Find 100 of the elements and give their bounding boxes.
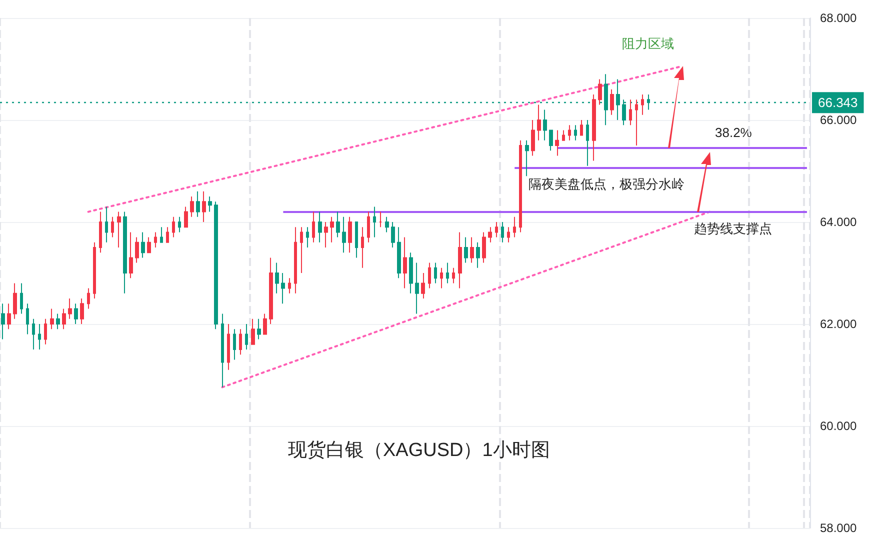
candlestick xyxy=(501,222,504,243)
candlestick xyxy=(160,226,163,243)
candlestick xyxy=(129,232,133,279)
candlestick xyxy=(373,206,376,238)
candlestick xyxy=(38,324,41,350)
candlestick xyxy=(574,124,577,141)
candlestick xyxy=(586,120,589,166)
candlestick xyxy=(281,272,285,304)
candlestick xyxy=(68,298,72,320)
candlestick xyxy=(62,308,66,330)
candlestick xyxy=(32,318,35,350)
candlestick xyxy=(464,236,468,264)
candlestick xyxy=(549,130,553,152)
candlestick xyxy=(184,206,188,228)
candlestick xyxy=(616,78,620,120)
candlestick xyxy=(440,267,443,289)
annotation: 阻力区域 xyxy=(622,36,674,51)
candlestick xyxy=(531,120,535,156)
candlestick xyxy=(421,272,425,299)
candlestick xyxy=(251,318,255,345)
candlestick xyxy=(562,130,565,141)
candlestick xyxy=(385,216,389,233)
candlestick xyxy=(306,226,309,248)
candlestick xyxy=(263,313,267,335)
candlestick xyxy=(20,282,23,314)
candlestick xyxy=(641,94,644,116)
y-tick-label: 66.000 xyxy=(820,113,858,127)
candlestick xyxy=(196,190,200,218)
candlestick xyxy=(452,267,455,284)
candlestick xyxy=(537,104,541,141)
candlestick xyxy=(403,236,407,289)
candlestick xyxy=(221,313,224,388)
candlestick xyxy=(342,216,346,254)
y-tick-label: 60.000 xyxy=(820,419,858,433)
candlestick xyxy=(154,232,157,248)
candlestick xyxy=(294,226,297,294)
candlestick xyxy=(26,303,29,335)
candlestick xyxy=(208,196,212,212)
candlestick xyxy=(7,303,11,330)
ref-line-label: 趋势线支撑点 xyxy=(694,220,772,236)
candlestick xyxy=(239,328,242,356)
candlestick xyxy=(525,140,529,177)
candlestick xyxy=(513,216,516,238)
candlestick xyxy=(13,282,17,320)
candlestick xyxy=(580,120,583,136)
candlestick xyxy=(324,222,328,248)
candlestick xyxy=(495,222,498,238)
candlestick xyxy=(555,130,559,156)
candlestick xyxy=(257,318,261,340)
candlestick xyxy=(330,216,334,243)
candlestick xyxy=(458,232,462,289)
candlestick xyxy=(318,211,322,243)
candlestick xyxy=(355,222,358,258)
candlestick xyxy=(610,88,614,116)
candlestick xyxy=(50,308,54,330)
candlestick xyxy=(202,190,206,222)
candlestick xyxy=(227,324,230,370)
candlestick xyxy=(111,216,114,238)
candlestick xyxy=(117,211,121,248)
candlestick xyxy=(598,78,602,106)
candlestick xyxy=(428,262,431,289)
candlestick xyxy=(629,99,632,126)
text: 现货白银（XAGUSD）1小时图 xyxy=(288,440,550,461)
candlestick xyxy=(288,278,291,294)
candlestick xyxy=(336,211,340,238)
candlestick xyxy=(141,232,145,258)
candlestick xyxy=(519,140,522,233)
candlestick xyxy=(74,303,78,324)
candlestick xyxy=(488,226,492,243)
candlestick xyxy=(391,222,395,248)
candlestick xyxy=(647,94,650,110)
candlestick xyxy=(367,211,370,243)
candlestick xyxy=(415,262,419,314)
candlestick xyxy=(233,328,236,360)
candlestick xyxy=(135,236,139,264)
candlestick xyxy=(269,257,273,324)
candlestick xyxy=(434,262,437,284)
candlestick xyxy=(214,201,218,330)
candlestick xyxy=(476,242,480,268)
candlestick xyxy=(635,99,638,146)
candlestick xyxy=(190,196,194,218)
candlestick xyxy=(93,242,96,299)
candlestick xyxy=(568,124,571,141)
candlestick xyxy=(397,226,401,279)
candlestick xyxy=(507,226,510,243)
candlestick xyxy=(312,211,315,243)
candlestick xyxy=(470,236,474,264)
candlestick xyxy=(361,226,364,268)
annotation: 38.2% xyxy=(715,125,752,140)
candlestick xyxy=(1,303,5,340)
candlestick xyxy=(300,226,303,274)
candlestick xyxy=(99,211,102,254)
y-tick-label: 68.000 xyxy=(820,11,858,25)
candlestick xyxy=(178,216,181,233)
candlestick xyxy=(592,94,596,162)
candlestick xyxy=(543,109,547,141)
candlestick xyxy=(482,232,486,264)
candlestick xyxy=(80,298,84,324)
candlestick xyxy=(166,226,169,243)
y-tick-label: 64.000 xyxy=(820,215,858,229)
